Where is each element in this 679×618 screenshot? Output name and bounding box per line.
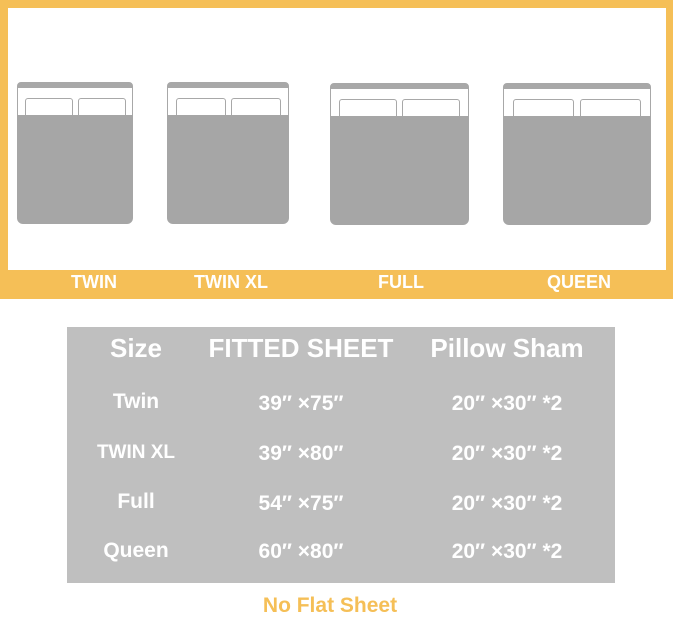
row-fitted: 60″ ×80″ — [258, 540, 344, 563]
no-flat-sheet-note: No Flat Sheet — [262, 594, 398, 617]
twin-bed-icon — [17, 82, 133, 224]
row-fitted: 54″ ×75″ — [258, 492, 344, 515]
header-size: Size — [109, 333, 163, 363]
header-pillow-sham: Pillow Sham — [430, 333, 584, 363]
row-sham: 20″ ×30″ *2 — [451, 392, 563, 415]
bed-label-twin: TWIN — [71, 272, 117, 292]
twin-xl-bed-icon — [167, 82, 289, 224]
row-size: Queen — [103, 539, 169, 562]
row-size: Full — [117, 490, 155, 513]
header-fitted-sheet: FITTED SHEET — [208, 333, 394, 363]
queen-bed-icon — [503, 83, 651, 225]
bed-label-queen: QUEEN — [546, 272, 611, 292]
row-sham: 20″ ×30″ *2 — [451, 442, 563, 465]
row-size: Twin — [112, 390, 160, 413]
row-sham: 20″ ×30″ *2 — [451, 540, 563, 563]
row-size: TWIN XL — [96, 442, 176, 463]
full-bed-icon — [330, 83, 469, 225]
bed-label-full: FULL — [378, 272, 424, 292]
row-sham: 20″ ×30″ *2 — [451, 492, 563, 515]
size-table: Size FITTED SHEET Pillow Sham Twin 39″ ×… — [67, 327, 615, 583]
row-fitted: 39″ ×75″ — [258, 392, 344, 415]
row-fitted: 39″ ×80″ — [258, 442, 344, 465]
bed-label-twin-xl: TWIN XL — [194, 272, 268, 292]
